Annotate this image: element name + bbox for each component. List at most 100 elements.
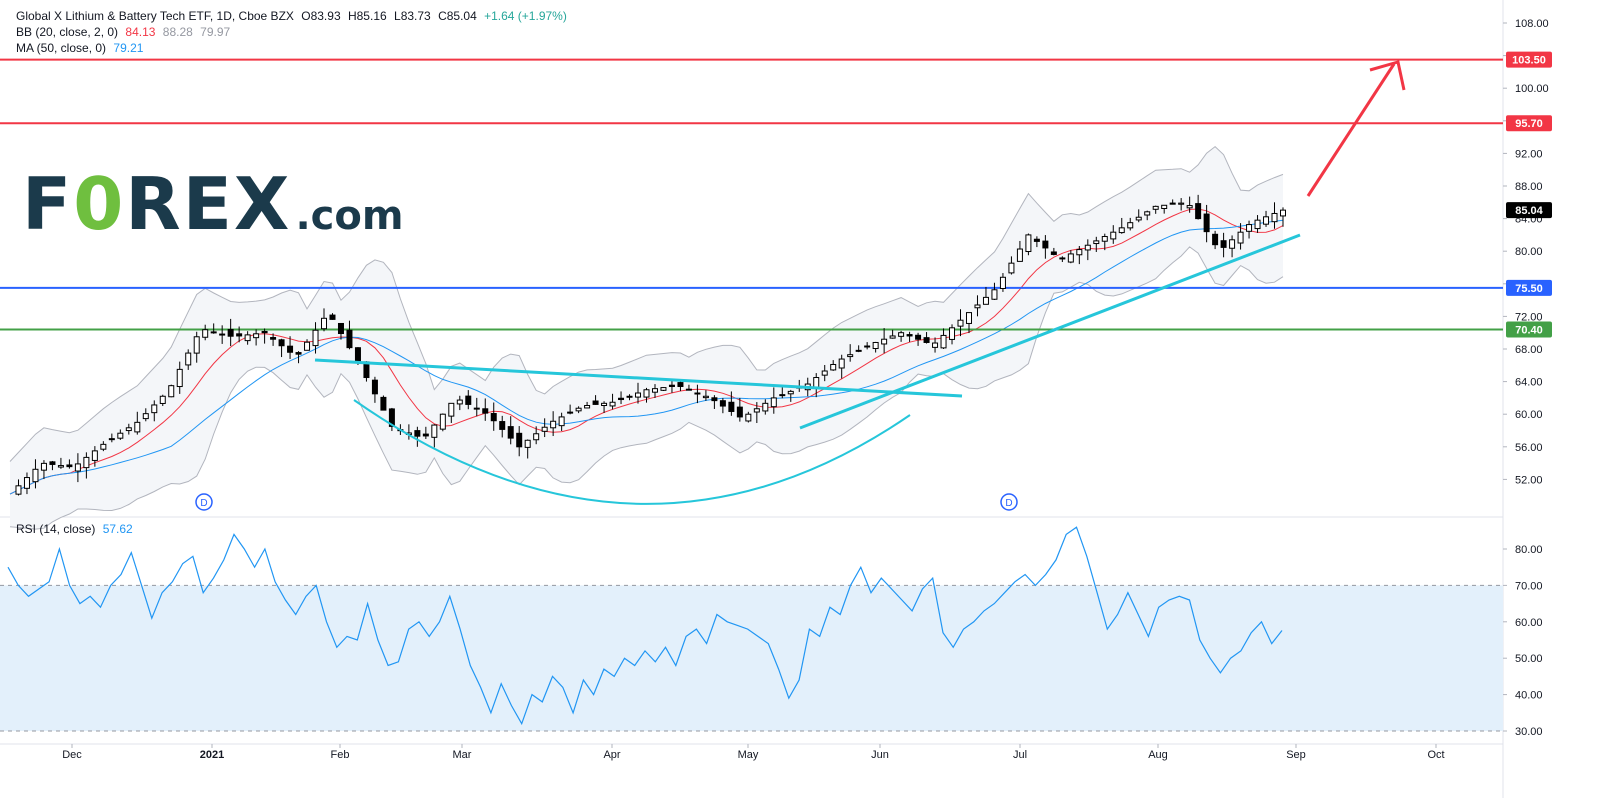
candle-up [321, 317, 328, 330]
candle-down [337, 322, 344, 335]
level-label-bg-70.40 [1506, 321, 1552, 338]
candle-down [227, 328, 234, 337]
candle-down [329, 314, 336, 320]
legend-main: Global X Lithium & Battery Tech ETF, 1D,… [16, 8, 567, 24]
rsi-tick-label: 60.00 [1515, 617, 1543, 629]
rsi-tick-label: 80.00 [1515, 544, 1543, 556]
candle-down [915, 334, 922, 340]
rsi-label: RSI (14, close) [16, 522, 96, 536]
candle-up [991, 289, 998, 300]
candle-down [1059, 257, 1066, 260]
bollinger-upper-line [9, 145, 1284, 462]
price-tick-label: 80.00 [1515, 246, 1543, 258]
target-arrow-head [1369, 60, 1406, 91]
price-tick-label: 56.00 [1515, 442, 1543, 454]
candle-down [592, 400, 599, 405]
candle-up [108, 438, 115, 441]
rsi-band-fill [0, 585, 1503, 731]
candle-up [151, 404, 158, 414]
legend-bb: BB (20, close, 2, 0) 84.13 88.28 79.97 [16, 24, 230, 40]
cup-curve [353, 399, 911, 505]
dividend-marker-label: D [200, 498, 207, 509]
candle-down [49, 461, 56, 465]
ohlc-close: C85.04 [438, 9, 477, 23]
candle-up [185, 352, 192, 366]
candle-up [635, 392, 642, 398]
candle-up [210, 331, 217, 334]
candle-down [507, 426, 514, 439]
level-label-70.40: 70.40 [1515, 324, 1543, 336]
price-tick-label: 60.00 [1515, 409, 1543, 421]
candle-up [1076, 249, 1083, 256]
rsi-tick-label: 30.00 [1515, 726, 1543, 738]
candle-up [957, 319, 964, 327]
candle-up [1135, 216, 1142, 221]
price-tick-label: 88.00 [1515, 181, 1543, 193]
candle-up [168, 385, 175, 398]
candle-up [1144, 211, 1151, 216]
price-tick-label: 52.00 [1515, 474, 1543, 486]
candle-up [660, 387, 667, 391]
candle-up [753, 408, 760, 413]
candle-up [159, 395, 166, 404]
candle-down [1212, 233, 1219, 246]
candle-up [643, 389, 650, 398]
ma50-line [9, 219, 1284, 495]
candle-down [270, 337, 277, 340]
candle-up [193, 336, 200, 354]
candle-up [855, 349, 862, 352]
ohlc-change: +1.64 (+1.97%) [484, 9, 567, 23]
candle-up [651, 388, 658, 393]
candle-up [940, 334, 947, 349]
candle-up [1118, 227, 1125, 234]
time-tick-label: Jul [1013, 749, 1027, 761]
bb-label: BB (20, close, 2, 0) [16, 25, 119, 39]
candle-down [736, 406, 743, 418]
candle-up [813, 377, 820, 389]
time-tick-label: Feb [331, 749, 350, 761]
level-label-75.50: 75.50 [1515, 283, 1543, 295]
time-tick-label: Apr [603, 749, 620, 761]
candle-up [456, 399, 463, 405]
candle-down [1203, 213, 1210, 233]
candle-up [100, 443, 107, 450]
candle-down [422, 433, 429, 437]
candle-down [923, 337, 930, 343]
candle-down [728, 401, 735, 412]
candle-up [1229, 239, 1236, 249]
candle-up [431, 424, 438, 438]
candle-up [312, 329, 319, 347]
time-tick-label: Aug [1148, 749, 1168, 761]
candle-up [91, 450, 98, 461]
candle-up [626, 395, 633, 398]
candle-up [770, 397, 777, 408]
candle-up [974, 304, 981, 309]
candle-down [278, 339, 285, 347]
logo-rex: REX [125, 162, 292, 246]
candle-up [702, 395, 709, 399]
candle-up [125, 427, 132, 432]
candle-down [261, 330, 268, 334]
price-tick-label: 100.00 [1515, 83, 1549, 95]
candle-down [236, 333, 243, 337]
candle-up [872, 341, 879, 350]
rsi-tick-label: 50.00 [1515, 653, 1543, 665]
candle-up [1186, 205, 1193, 209]
rsi-line [7, 526, 1283, 726]
dividend-marker [195, 493, 213, 511]
target-arrow-shaft [1306, 63, 1396, 197]
candle-down [482, 408, 489, 414]
forex-logo: F0REX .com [22, 162, 404, 246]
candle-up [74, 463, 81, 472]
candle-up [1246, 224, 1253, 232]
candle-up [550, 420, 557, 429]
candle-up [745, 413, 752, 422]
candle-up [219, 333, 226, 336]
time-tick-label: 2021 [200, 749, 224, 761]
candle-up [864, 345, 871, 348]
candle-up [1161, 204, 1168, 209]
time-tick-label: Oct [1427, 749, 1444, 761]
dividend-marker-label: D [1005, 498, 1012, 509]
bb-mid-value: 84.13 [125, 25, 156, 39]
